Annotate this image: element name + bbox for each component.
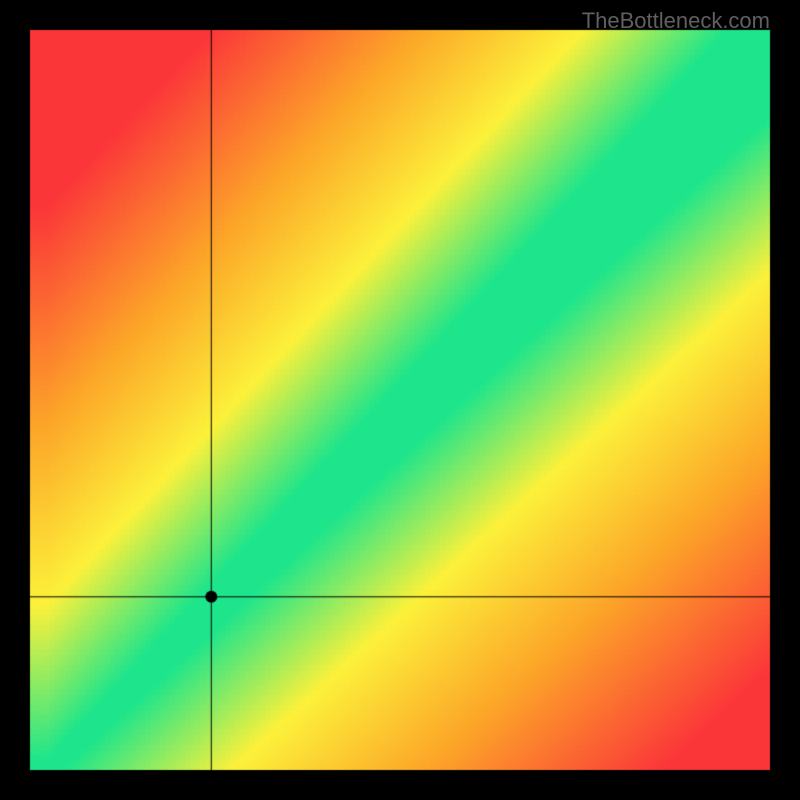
- bottleneck-heatmap: [0, 0, 800, 800]
- watermark-text: TheBottleneck.com: [582, 8, 770, 34]
- chart-container: TheBottleneck.com: [0, 0, 800, 800]
